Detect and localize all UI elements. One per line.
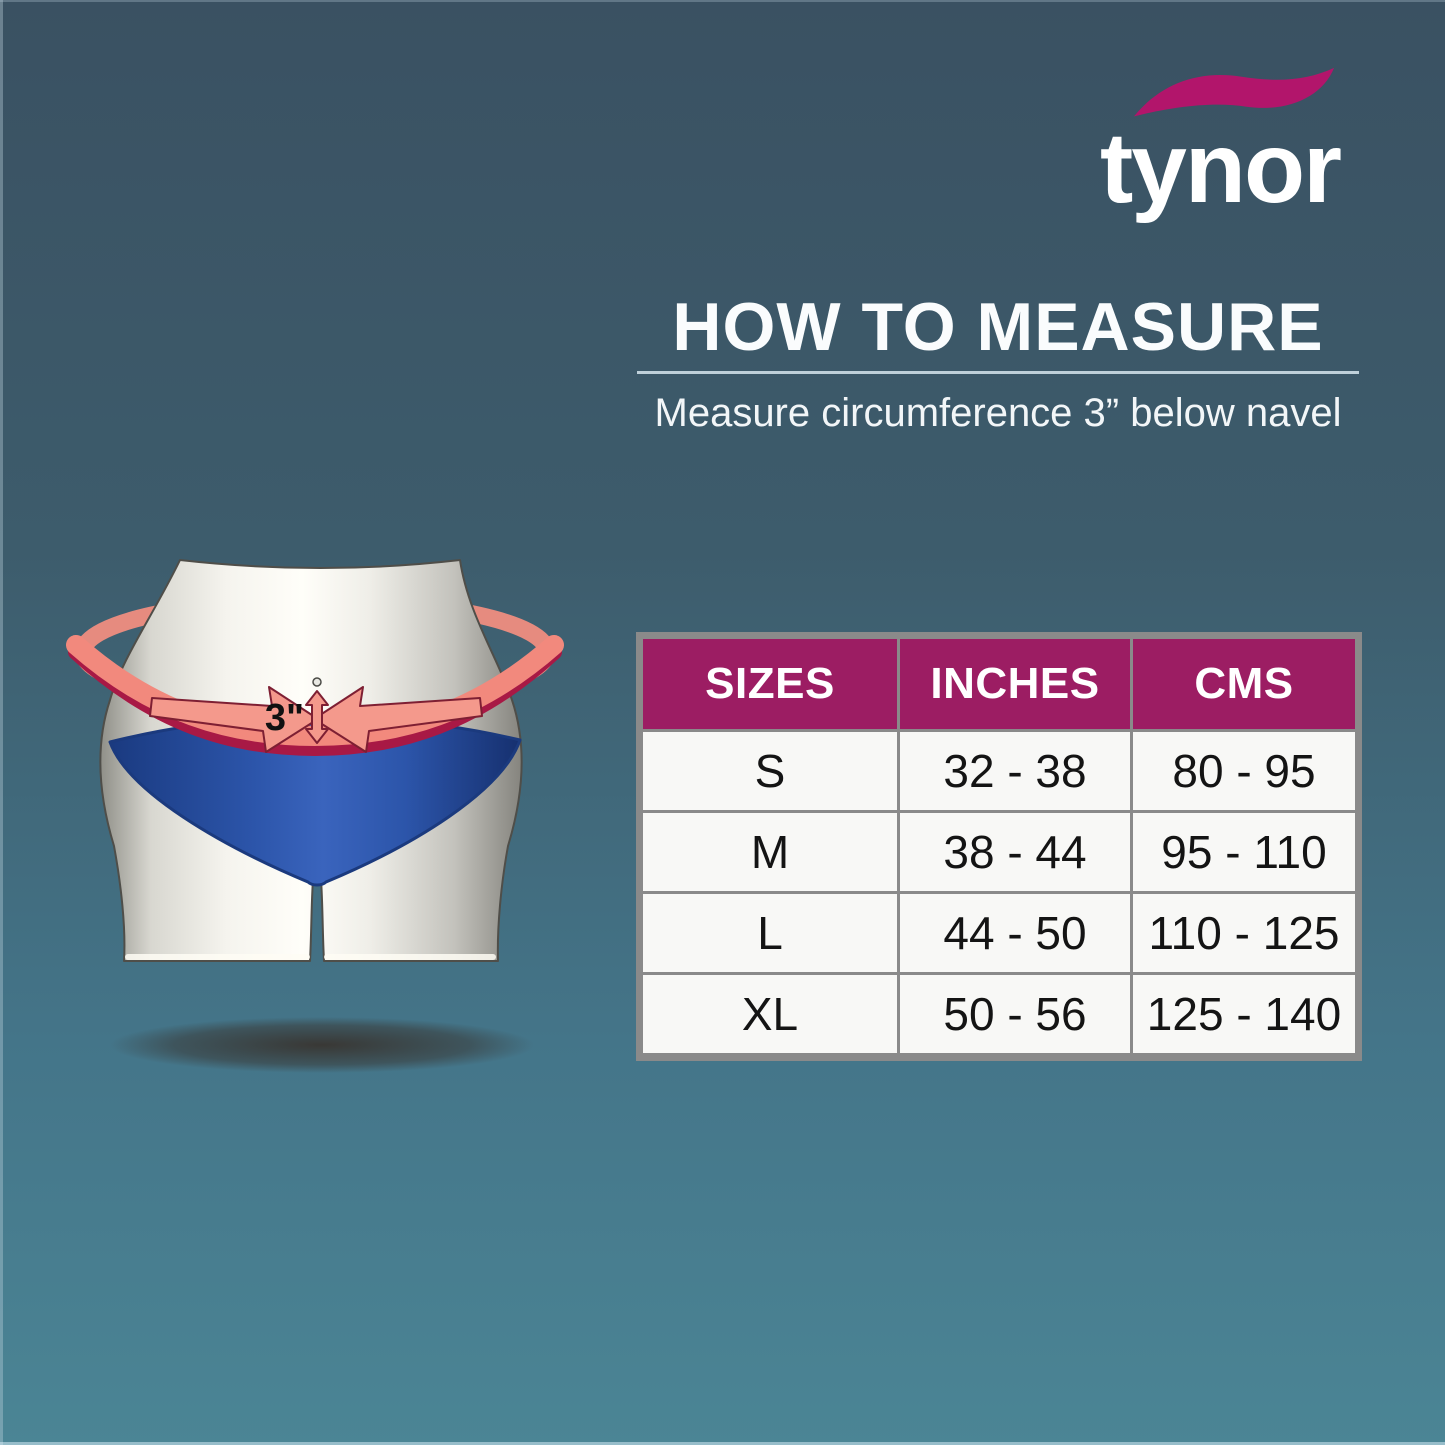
inches-cell: 38 - 44 bbox=[900, 813, 1130, 891]
mannequin-figure: 3" bbox=[66, 559, 564, 1073]
table-row: L 44 - 50 110 - 125 bbox=[643, 894, 1355, 972]
table-header-row: SIZES INCHES CMS bbox=[643, 639, 1355, 729]
cms-cell: 95 - 110 bbox=[1133, 813, 1355, 891]
inches-cell: 32 - 38 bbox=[900, 732, 1130, 810]
cms-cell: 110 - 125 bbox=[1133, 894, 1355, 972]
tynor-swoosh-icon bbox=[1133, 67, 1335, 117]
distance-arrow-icon bbox=[305, 690, 329, 744]
distance-label: 3" bbox=[265, 697, 304, 739]
page-title: HOW TO MEASURE bbox=[672, 289, 1324, 365]
cms-cell: 125 - 140 bbox=[1133, 975, 1355, 1053]
how-to-measure-header: HOW TO MEASURE Measure circumference 3” … bbox=[637, 289, 1359, 436]
size-cell: XL bbox=[643, 975, 897, 1053]
column-header-sizes: SIZES bbox=[643, 639, 897, 729]
left-edge-highlight bbox=[0, 0, 3, 1445]
cms-cell: 80 - 95 bbox=[1133, 732, 1355, 810]
brand-name: tynor bbox=[1100, 112, 1342, 224]
table-row: XL 50 - 56 125 - 140 bbox=[643, 975, 1355, 1053]
tape-arrow-right-icon bbox=[149, 686, 319, 753]
inches-cell: 50 - 56 bbox=[900, 975, 1130, 1053]
table-row: S 32 - 38 80 - 95 bbox=[643, 732, 1355, 810]
column-header-cms: CMS bbox=[1133, 639, 1355, 729]
size-cell: L bbox=[643, 894, 897, 972]
brand-logo: tynor bbox=[1085, 64, 1355, 224]
measure-instruction: Measure circumference 3” below navel bbox=[654, 391, 1342, 436]
tape-arrow-left-icon bbox=[313, 686, 483, 753]
navel-dot bbox=[312, 677, 322, 687]
size-cell: S bbox=[643, 732, 897, 810]
floor-shadow bbox=[110, 1017, 534, 1073]
column-header-inches: INCHES bbox=[900, 639, 1130, 729]
inches-cell: 44 - 50 bbox=[900, 894, 1130, 972]
size-chart-table: SIZES INCHES CMS S 32 - 38 80 - 95 M 38 … bbox=[636, 632, 1362, 1061]
size-cell: M bbox=[643, 813, 897, 891]
top-edge-highlight bbox=[0, 0, 1445, 2]
title-divider bbox=[637, 371, 1359, 375]
table-row: M 38 - 44 95 - 110 bbox=[643, 813, 1355, 891]
